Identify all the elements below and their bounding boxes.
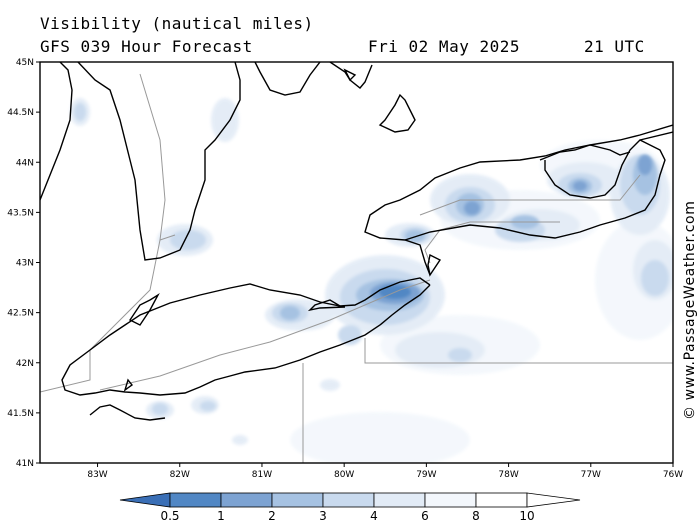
lat-label: 42.5N	[7, 309, 34, 319]
legend-low-arrow	[119, 492, 171, 508]
lake-huron-coast	[40, 62, 73, 201]
legend-label: 0.5	[160, 509, 179, 523]
lon-label: 81W	[252, 470, 272, 480]
lon-label: 79W	[416, 470, 436, 480]
visibility-legend: 0.5 1 2 3 4 6 8 10	[119, 492, 581, 523]
map-title: Visibility (nautical miles)	[40, 14, 314, 33]
lon-label: 78W	[498, 470, 518, 480]
lat-label: 41N	[16, 459, 34, 469]
legend-swatch	[220, 492, 273, 508]
legend-swatch	[475, 492, 528, 508]
forecast-time: 21 UTC	[584, 37, 645, 56]
legend-swatch	[169, 492, 222, 508]
legend-label: 10	[519, 509, 534, 523]
lat-label: 43.5N	[7, 208, 34, 218]
legend-label: 2	[268, 509, 276, 523]
lon-label: 80W	[334, 470, 354, 480]
lake-erie-coast	[61, 277, 431, 396]
credit-text: © www.PassageWeather.com	[682, 200, 698, 420]
forecast-label: GFS 039 Hour Forecast	[40, 37, 253, 56]
lat-label: 42N	[16, 359, 34, 369]
lon-label: 77W	[581, 470, 601, 480]
legend-label: 6	[421, 509, 429, 523]
visibility-shading	[70, 98, 673, 463]
forecast-date: Fri 02 May 2025	[368, 37, 520, 56]
lat-label: 44.5N	[7, 108, 34, 118]
legend-label: 3	[319, 509, 327, 523]
map-ticks: 45N 44.5N 44N 43.5N 43N 42.5N 42N 41.5N 41N 83W 82…	[7, 58, 683, 480]
lon-label: 76W	[663, 470, 683, 480]
legend-label: 1	[217, 509, 225, 523]
legend-swatch	[271, 492, 324, 508]
lat-label: 44N	[16, 158, 34, 168]
lat-label: 43N	[16, 259, 34, 269]
political-borders	[40, 73, 673, 463]
legend-high-arrow	[526, 492, 581, 508]
legend-swatch	[373, 492, 426, 508]
legend-label: 8	[472, 509, 480, 523]
lon-label: 83W	[87, 470, 107, 480]
legend-label: 4	[370, 509, 378, 523]
legend-swatch	[322, 492, 375, 508]
lat-label: 41.5N	[7, 409, 34, 419]
lon-label: 82W	[170, 470, 190, 480]
coastlines	[40, 62, 673, 421]
legend-swatch	[424, 492, 477, 508]
lat-label: 45N	[16, 58, 34, 68]
